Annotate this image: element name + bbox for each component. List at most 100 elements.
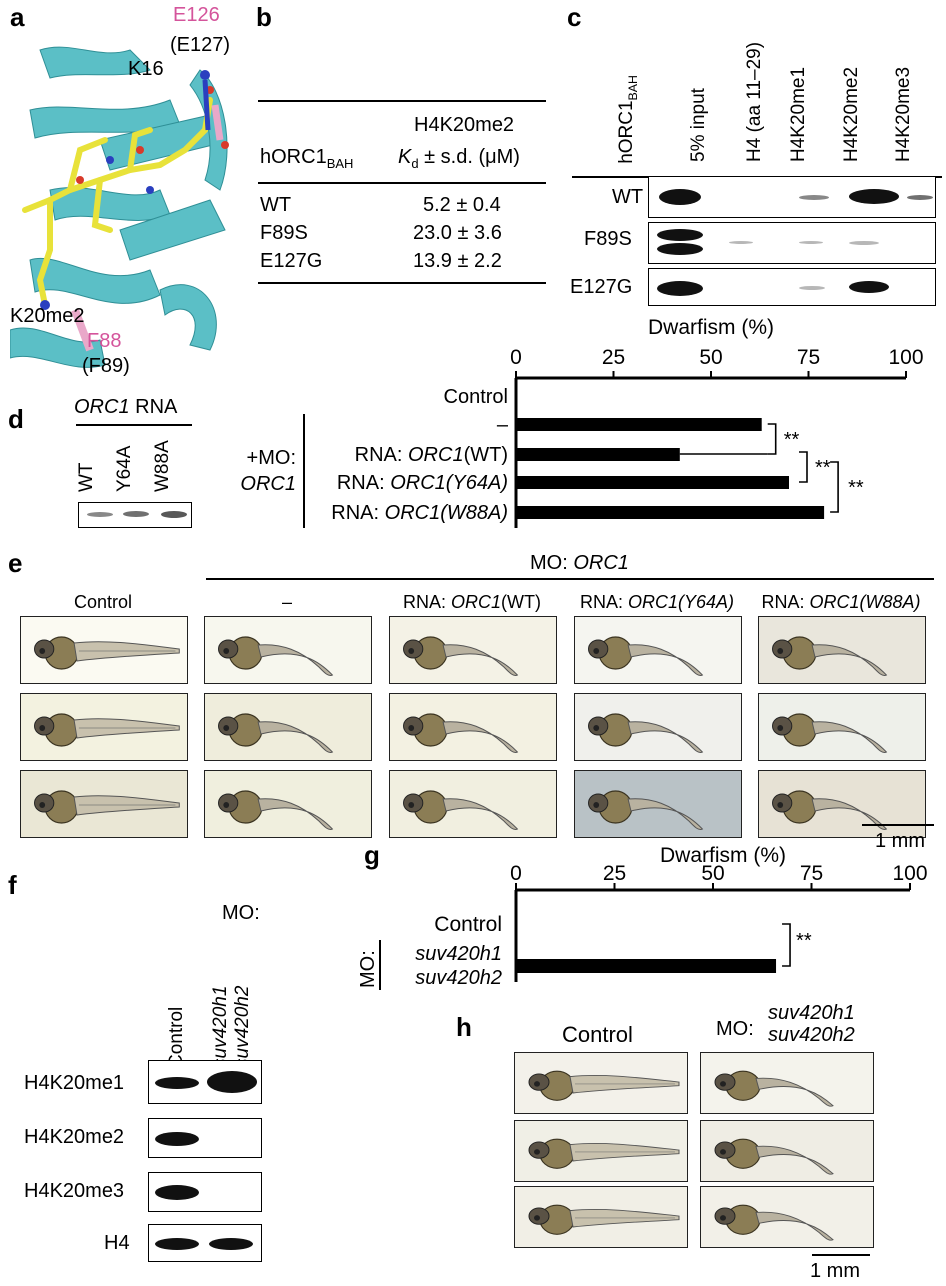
table-col-header-1: H4K20me2 <box>414 114 515 136</box>
dwarfism-chart-orc1: Dwarfism (%) 0 25 50 75 100 Control – RNA: ORC1(… <box>222 310 946 540</box>
sig-bracket <box>799 451 808 483</box>
x-tick-label: 0 <box>510 346 522 369</box>
x-tick-label: 100 <box>892 862 927 885</box>
table-row-name: F89S <box>260 222 308 244</box>
x-tick-label: 0 <box>510 862 522 885</box>
panel-label-c: c <box>567 2 582 32</box>
embryo-image <box>204 616 372 684</box>
scale-bar <box>862 824 934 826</box>
embryo-image <box>758 693 926 761</box>
x-tick-label: 25 <box>603 862 626 885</box>
rna-header: ORC1 RNA <box>74 396 178 418</box>
scale-bar-label: 1 mm <box>810 1260 860 1282</box>
sig-bracket <box>782 923 791 967</box>
label-f89: (F89) <box>82 355 130 377</box>
blot-row-wt <box>648 176 936 218</box>
lane-label-suv420h1: suv420h1 <box>210 985 231 1068</box>
group-label: +MO: <box>247 447 296 469</box>
embryo-column-label: – <box>281 592 292 612</box>
embryo-image <box>574 693 742 761</box>
x-tick-label: 25 <box>602 346 625 369</box>
sig-bracket <box>830 461 839 513</box>
blot-row-label: H4K20me2 <box>24 1126 125 1148</box>
h-mo-label: MO: <box>716 1018 754 1040</box>
structure-image <box>9 30 238 378</box>
embryo-image <box>700 1052 874 1114</box>
bar-label: RNA: ORC1(Y64A) <box>337 472 508 494</box>
dwarfism-chart-suv420-svg: Dwarfism (%) 0 25 50 75 100 Control suv420h1suv… <box>357 844 928 990</box>
label-e127: (E127) <box>170 34 231 56</box>
table-row-header: hORC1BAH <box>260 146 354 171</box>
lane-label-control: Control <box>166 1006 187 1068</box>
western-blot-panel: MO: Control suv420h1 suv420h2 H4K20me1 H… <box>20 896 270 1286</box>
embryo-image <box>389 770 557 838</box>
blot-row-label: H4K20me1 <box>24 1072 125 1094</box>
panel-label-h: h <box>456 1012 472 1042</box>
rna-header-rule <box>76 424 192 426</box>
blot-row-label: H4K20me3 <box>24 1180 125 1202</box>
embryo-column-label: RNA: ORC1(Y64A) <box>579 592 735 612</box>
table-row-value: 13.9 ± 2.2 <box>413 250 502 272</box>
table-row-value: 5.2 ± 0.4 <box>423 194 501 216</box>
embryo-image <box>574 616 742 684</box>
blot-row-label: F89S <box>584 228 632 250</box>
pulldown-blot-panel: hORC1BAH 5% input H4 (aa 11–29) H4K20me1… <box>570 0 946 310</box>
embryo-image <box>700 1186 874 1248</box>
rna-lane-label: W88A <box>152 440 173 492</box>
blot-column-label: H4K20me3 <box>893 66 914 162</box>
label-k20me2: K20me2 <box>10 305 85 327</box>
blot-row-h4k20me1 <box>148 1060 262 1104</box>
lane-label-suv420h2: suv420h2 <box>232 985 253 1068</box>
table-rule-mid <box>258 182 546 184</box>
blot-row-label: WT <box>612 186 644 208</box>
sig-label: ** <box>848 477 864 499</box>
mo-header-rule <box>206 578 934 580</box>
bar-label: RNA: ORC1(WT) <box>355 444 508 466</box>
group-label-gene: ORC1 <box>240 473 296 495</box>
x-tick-label: 100 <box>888 346 923 369</box>
bar <box>516 448 680 461</box>
sig-label: ** <box>784 429 800 451</box>
x-tick-label: 50 <box>699 346 722 369</box>
blot-column-label: 5% input <box>688 88 709 162</box>
table-row-name: WT <box>260 194 292 216</box>
blot-row-h4k20me2 <box>148 1118 262 1158</box>
sig-label: ** <box>815 457 831 479</box>
panel-label-a: a <box>10 2 25 32</box>
panel-label-g: g <box>364 840 380 870</box>
embryo-image <box>204 693 372 761</box>
bar-label: Control <box>444 386 508 408</box>
embryo-grid-orc1: MO: ORC1 Control – RNA: ORC1(WT) RNA: ORC1(… <box>0 548 946 858</box>
embryo-image <box>20 770 188 838</box>
embryo-grid-suv420: Control MO: suv420h1 suv420h2 1 mm <box>510 1002 946 1286</box>
sig-bracket <box>767 423 777 455</box>
scale-bar <box>812 1254 870 1256</box>
embryo-image <box>758 770 926 838</box>
bar-label: – <box>497 414 509 436</box>
blot-row-e127g <box>648 268 936 306</box>
blot-row-h4 <box>148 1224 262 1262</box>
bar <box>516 506 825 519</box>
embryo-column-label: RNA: ORC1(W88A) <box>761 592 921 612</box>
label-e126: E126 <box>173 4 220 26</box>
bar-label: suv420h1 <box>415 943 502 965</box>
blot-side-label: hORC1BAH <box>616 75 640 164</box>
bar <box>516 476 789 489</box>
embryo-column-label: RNA: ORC1(WT) <box>402 592 541 612</box>
embryo-image <box>20 693 188 761</box>
h-mo-gene-1: suv420h1 <box>768 1002 855 1024</box>
embryo-image <box>574 770 742 838</box>
panel-label-e: e <box>8 548 23 578</box>
x-tick-label: 75 <box>797 346 820 369</box>
blot-column-label: H4 (aa 11–29) <box>744 41 765 162</box>
panel-label-d: d <box>8 404 24 434</box>
embryo-image <box>700 1120 874 1182</box>
table-row-name: E127G <box>260 250 323 272</box>
bar <box>516 959 777 973</box>
blot-row-label: H4 <box>104 1232 130 1254</box>
sig-label: ** <box>796 930 812 952</box>
chart-xlabel: Dwarfism (%) <box>648 316 774 339</box>
dwarfism-chart-orc1-svg: Dwarfism (%) 0 25 50 75 100 Control – RNA: ORC1(… <box>240 316 924 528</box>
embryo-image <box>514 1186 688 1248</box>
panel-label-b: b <box>256 2 272 32</box>
